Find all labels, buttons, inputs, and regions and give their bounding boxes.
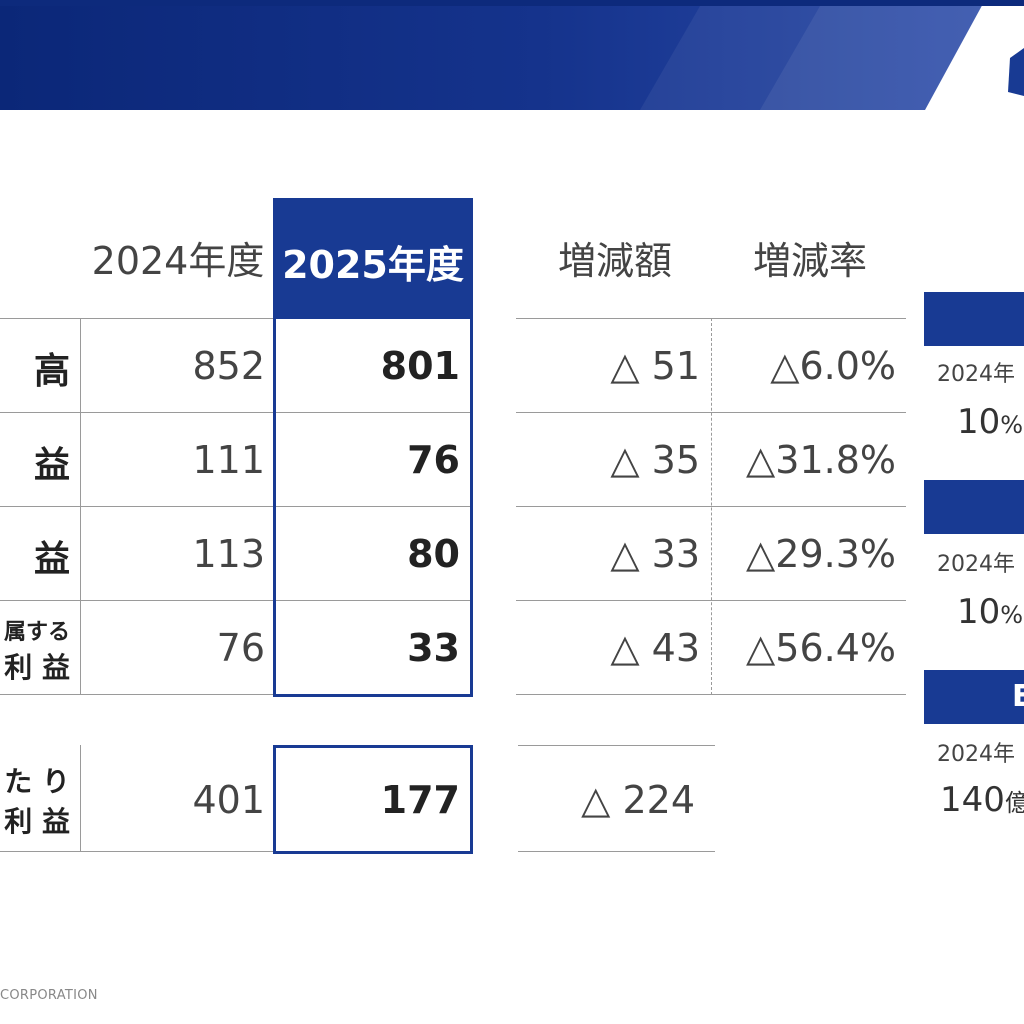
- row-label-eps-line1: た り: [4, 765, 70, 798]
- value-2025: 76: [407, 438, 460, 482]
- side-panel-value: 140億: [940, 780, 1024, 820]
- header-2024: 2024年度: [91, 239, 265, 283]
- row-divider: [0, 694, 273, 695]
- value-2025: 801: [380, 344, 460, 388]
- col-divider-dashed: [711, 318, 712, 695]
- footer-copyright: CORPORATION: [0, 988, 98, 1003]
- col-divider: [80, 318, 81, 695]
- row-divider: [518, 851, 715, 852]
- side-panel-value: 10%: [957, 402, 1024, 442]
- row-divider: [0, 506, 273, 507]
- highlight-eps-2025: [273, 745, 473, 854]
- highlight-2025-column: [273, 316, 473, 697]
- value-rate: △6.0%: [770, 344, 896, 388]
- row-divider: [273, 412, 473, 413]
- value-diff: △ 51: [610, 344, 700, 388]
- row-divider: [0, 318, 273, 319]
- value-diff: △ 33: [610, 532, 700, 576]
- row-label-net-profit-line1: 属する: [3, 620, 70, 645]
- value-rate: △29.3%: [746, 532, 896, 576]
- eps-value-2025: 177: [380, 778, 460, 822]
- row-label-eps-line2: 利 益: [4, 805, 70, 838]
- eps-value-diff: △ 224: [581, 778, 695, 822]
- value-2024: 852: [192, 344, 265, 388]
- row-label-net-profit-line2: 利 益: [4, 651, 70, 684]
- value-rate: △31.8%: [746, 438, 896, 482]
- side-panel-value: 10%: [957, 592, 1024, 632]
- col-divider: [80, 745, 81, 852]
- header-2025: 2025年度: [273, 198, 473, 318]
- row-divider: [273, 506, 473, 507]
- row-divider: [518, 745, 715, 746]
- side-panel-header: [924, 292, 1024, 346]
- header-banner: [0, 0, 1024, 112]
- value-diff: △ 35: [610, 438, 700, 482]
- value-rate: △56.4%: [746, 626, 896, 670]
- row-divider: [0, 412, 273, 413]
- value-2024: 113: [192, 532, 265, 576]
- row-divider: [0, 851, 273, 852]
- side-panel-caption: 2024年: [937, 362, 1015, 387]
- row-label-sales: 高: [33, 351, 70, 392]
- header-rate: 増減率: [752, 239, 867, 283]
- side-panel-header: [924, 480, 1024, 534]
- row-label-operating-profit: 益: [33, 445, 70, 486]
- value-2024: 111: [192, 438, 265, 482]
- row-label-ordinary-profit: 益: [33, 539, 70, 580]
- value-2025: 33: [407, 626, 460, 670]
- header-diff: 増減額: [557, 239, 672, 283]
- value-2024: 76: [216, 626, 265, 670]
- row-divider: [0, 600, 273, 601]
- side-panel-caption: 2024年: [937, 742, 1015, 767]
- eps-value-2024: 401: [192, 778, 265, 822]
- row-divider: [273, 600, 473, 601]
- value-2025: 80: [407, 532, 460, 576]
- value-diff: △ 43: [610, 626, 700, 670]
- side-panel-header: E: [924, 670, 1024, 724]
- side-panel-caption: 2024年: [937, 552, 1015, 577]
